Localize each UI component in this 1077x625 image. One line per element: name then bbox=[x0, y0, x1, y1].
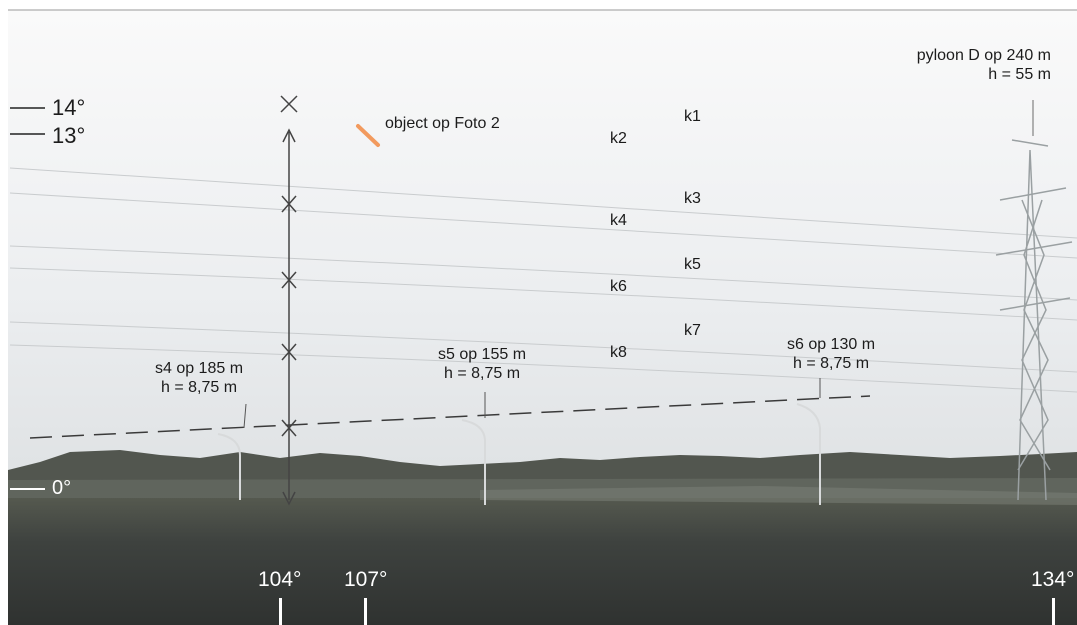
k3-label: k3 bbox=[684, 190, 701, 208]
azimuth-107-label: 107° bbox=[344, 568, 387, 592]
azimuth-134-tick bbox=[1052, 598, 1055, 625]
lamp-s4-label: s4 op 185 m h = 8,75 m bbox=[155, 359, 243, 397]
pylon-label: pyloon D op 240 m h = 55 m bbox=[917, 46, 1051, 84]
azimuth-104-label: 104° bbox=[258, 568, 301, 592]
lamp-s4-height: h = 8,75 m bbox=[155, 378, 243, 397]
azimuth-134-label: 134° bbox=[1031, 568, 1074, 592]
lamp-s6-height: h = 8,75 m bbox=[787, 354, 875, 373]
k6-label: k6 bbox=[610, 278, 627, 296]
k2-label: k2 bbox=[610, 130, 627, 148]
lamp-s6-label: s6 op 130 m h = 8,75 m bbox=[787, 335, 875, 373]
lamp-s5-label: s5 op 155 m h = 8,75 m bbox=[438, 345, 526, 383]
elevation-14-label: 14° bbox=[52, 95, 85, 121]
k7-label: k7 bbox=[684, 322, 701, 340]
object-label: object op Foto 2 bbox=[385, 114, 500, 133]
k8-label: k8 bbox=[610, 344, 627, 362]
field bbox=[8, 498, 1077, 625]
lamp-s6-distance: s6 op 130 m bbox=[787, 335, 875, 354]
lamp-s4-distance: s4 op 185 m bbox=[155, 359, 243, 378]
lamp-s5-distance: s5 op 155 m bbox=[438, 345, 526, 364]
azimuth-107-tick bbox=[364, 598, 367, 625]
lamp-s5-height: h = 8,75 m bbox=[438, 364, 526, 383]
pylon-height: h = 55 m bbox=[917, 65, 1051, 84]
elevation-0-label: 0° bbox=[52, 477, 71, 500]
k4-label: k4 bbox=[610, 212, 627, 230]
elevation-13-label: 13° bbox=[52, 123, 85, 149]
pylon-distance: pyloon D op 240 m bbox=[917, 46, 1051, 65]
azimuth-104-tick bbox=[279, 598, 282, 625]
k5-label: k5 bbox=[684, 256, 701, 274]
k1-label: k1 bbox=[684, 108, 701, 126]
